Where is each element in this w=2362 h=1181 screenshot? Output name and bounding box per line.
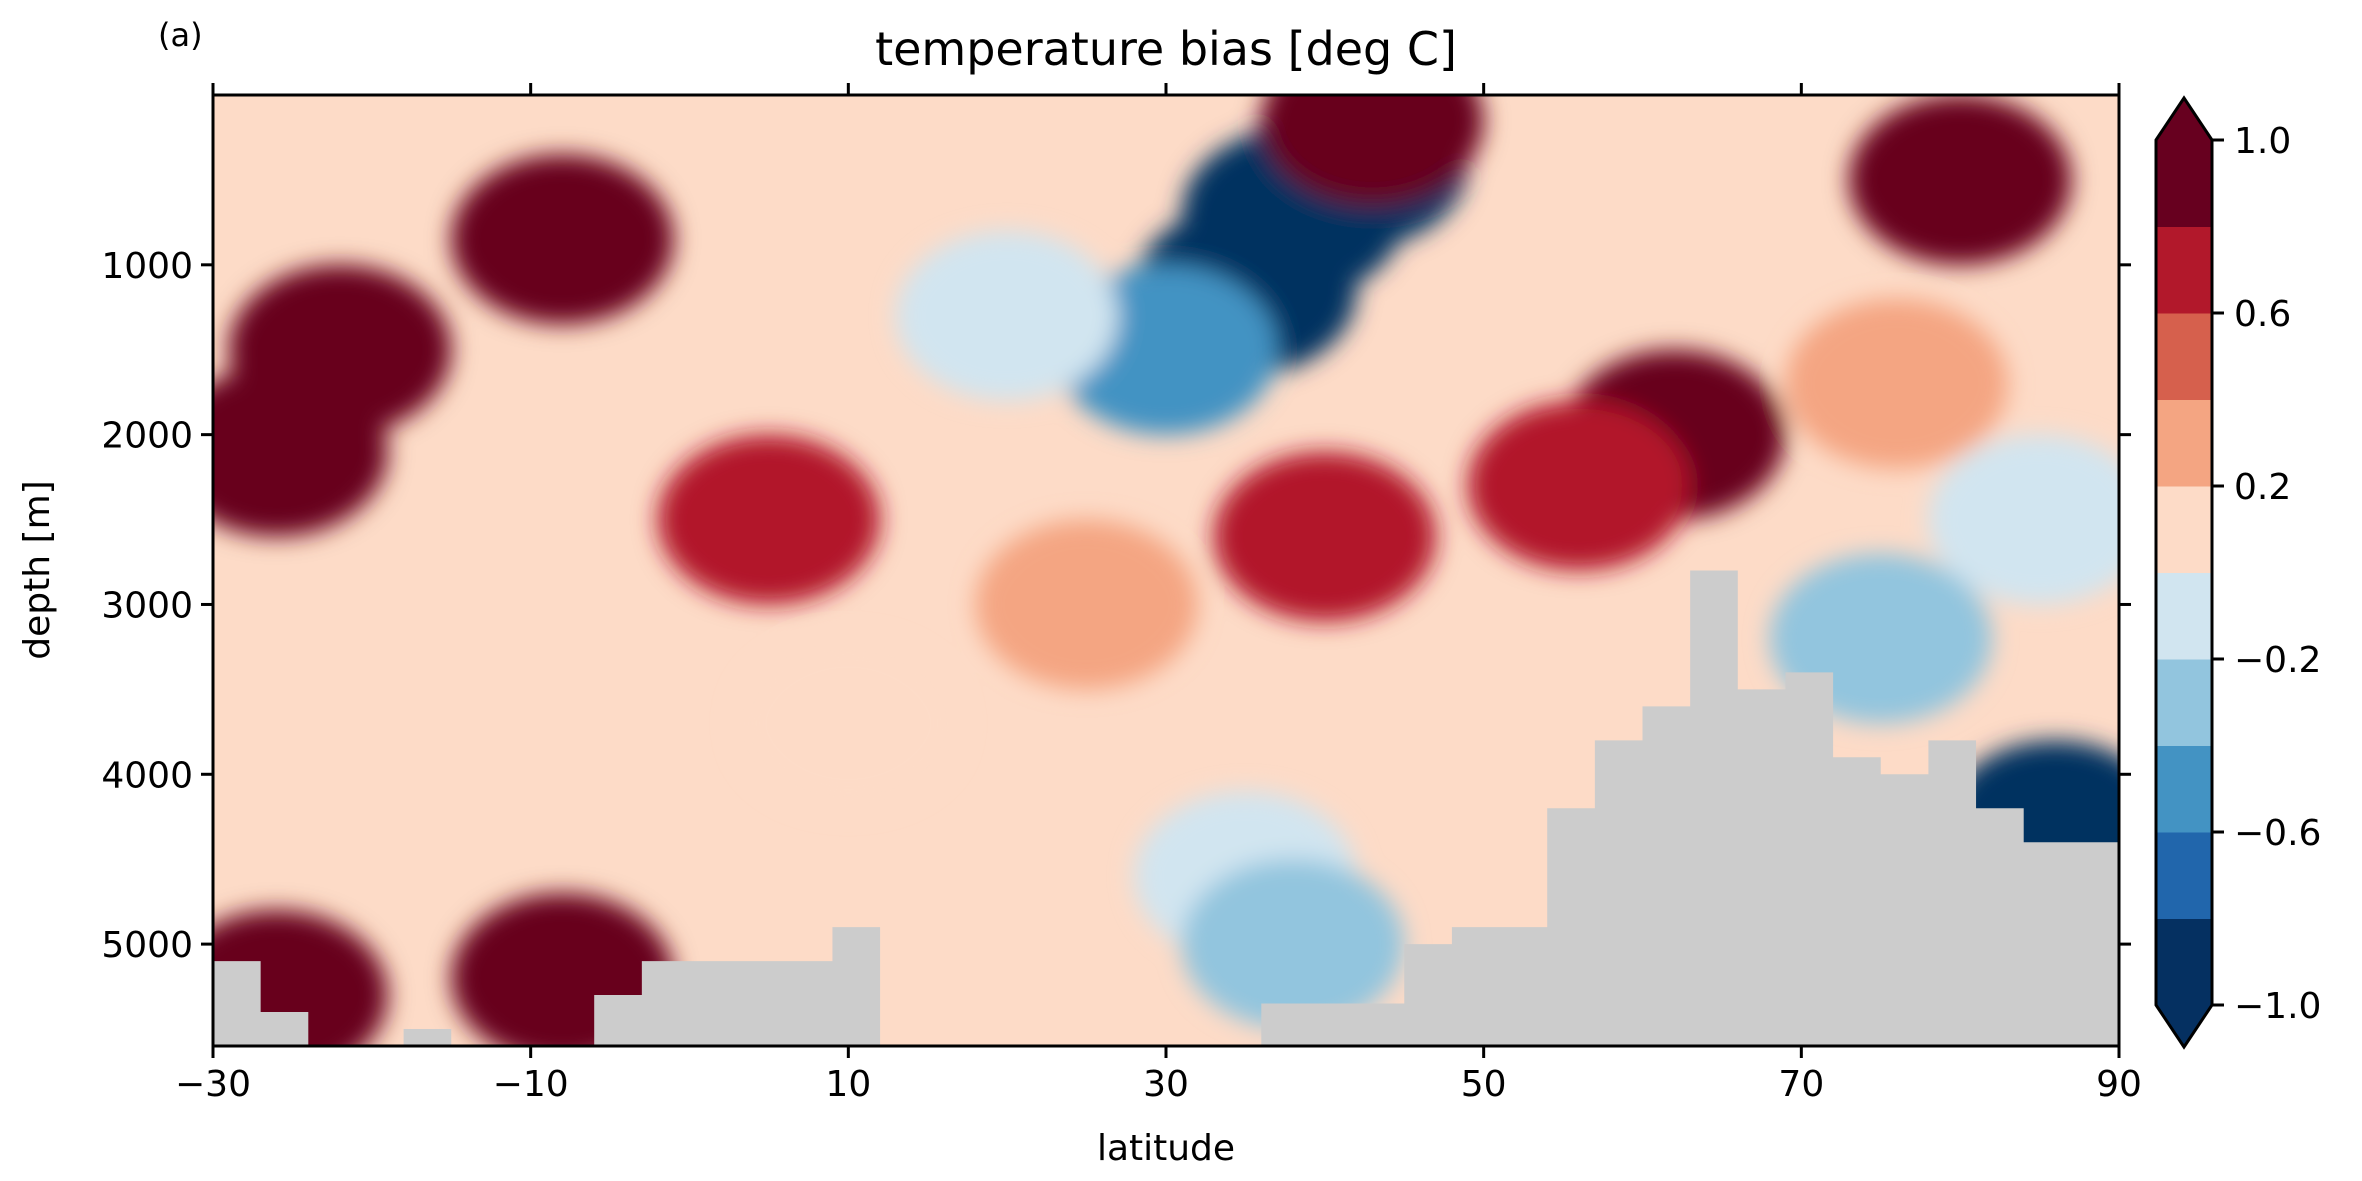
colorbar-tick-label: −0.6 — [2234, 813, 2321, 854]
colorbar-band — [2156, 832, 2212, 919]
colorbar-band — [2156, 226, 2212, 314]
colorbar-extend-under — [2156, 1005, 2212, 1047]
bias-feature — [657, 434, 881, 605]
y-axis: 1000 2000 3000 4000 5000 — [101, 246, 2131, 966]
bias-feature — [1928, 434, 2119, 605]
x-axis: −30 −10 10 30 50 70 90 — [175, 83, 2142, 1105]
y-tick-label: 2000 — [101, 416, 193, 457]
bias-feature — [213, 910, 388, 1046]
bias-feature — [737, 638, 960, 809]
bias-feature — [451, 154, 674, 325]
colorbar-band — [2156, 745, 2212, 833]
bias-field — [213, 95, 2119, 1046]
chart-title: temperature bias [deg C] — [875, 22, 1457, 76]
bias-feature — [1848, 95, 2072, 265]
x-tick-label: 10 — [825, 1064, 871, 1105]
colorbar-band — [2156, 572, 2212, 660]
colorbar: 1.0 0.6 0.2 −0.2 −0.6 −1.0 — [2154, 95, 2321, 1050]
colorbar-tick-label: −1.0 — [2234, 986, 2321, 1027]
y-tick-label: 5000 — [101, 925, 193, 966]
x-tick-label: 90 — [2096, 1064, 2142, 1105]
bias-feature — [1467, 400, 1691, 571]
bias-feature — [228, 264, 452, 435]
bias-feature — [1213, 451, 1437, 622]
colorbar-band — [2156, 140, 2212, 227]
y-tick-label: 4000 — [101, 755, 193, 796]
colorbar-band — [2156, 918, 2212, 1006]
bias-feature — [1181, 859, 1405, 1030]
y-axis-label: depth [m] — [17, 480, 58, 659]
y-tick-label: 1000 — [101, 246, 193, 287]
panel-label: (a) — [158, 16, 203, 54]
seafloor-land — [213, 570, 2119, 1046]
x-tick-label: 50 — [1461, 1064, 1507, 1105]
y-tick-label: 3000 — [101, 585, 193, 626]
x-tick-label: −30 — [175, 1064, 251, 1105]
x-tick-label: −10 — [493, 1064, 569, 1105]
bias-feature — [1261, 95, 1484, 206]
x-axis-label: latitude — [1097, 1128, 1235, 1169]
colorbar-band — [2156, 399, 2212, 487]
bias-feature — [975, 519, 1198, 690]
colorbar-tick-label: −0.2 — [2234, 640, 2321, 681]
bias-feature — [895, 230, 1119, 401]
bias-feature — [1785, 298, 2008, 469]
plot-area — [213, 95, 2119, 1046]
colorbar-tick-label: 1.0 — [2234, 121, 2291, 162]
colorbar-band — [2156, 486, 2212, 573]
colorbar-tick-label: 0.2 — [2234, 467, 2291, 508]
colorbar-extend-over — [2156, 98, 2212, 140]
colorbar-band — [2156, 659, 2212, 746]
x-tick-label: 70 — [1778, 1064, 1824, 1105]
colorbar-band — [2156, 313, 2212, 400]
colorbar-tick-label: 0.6 — [2234, 294, 2291, 335]
x-tick-label: 30 — [1143, 1064, 1189, 1105]
